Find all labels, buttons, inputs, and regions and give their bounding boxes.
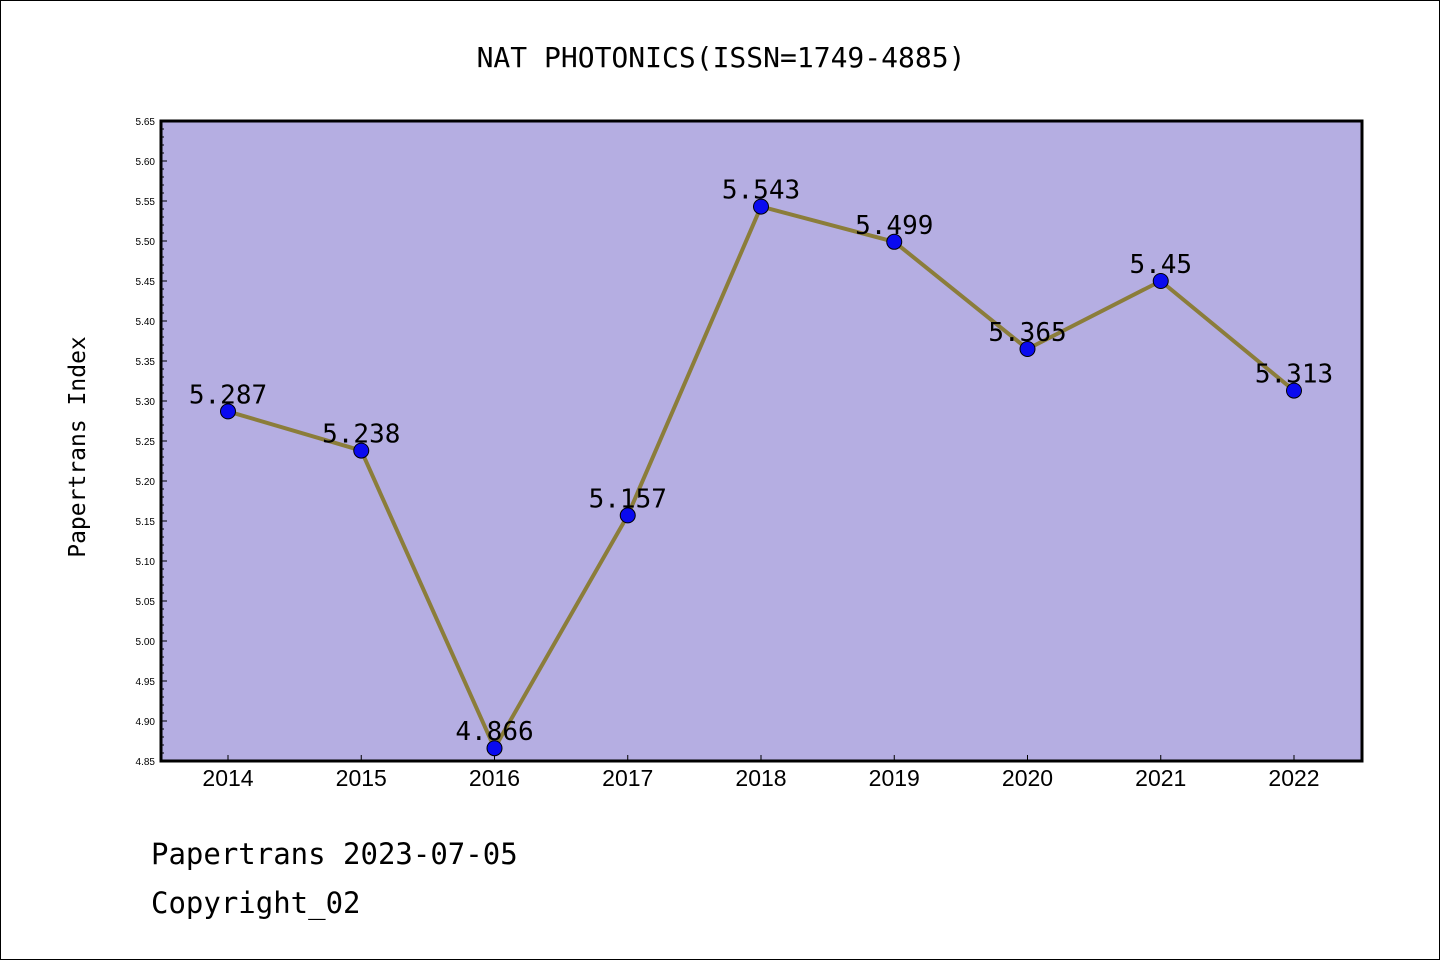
y-tick-label: 5.15 [136,517,156,528]
data-point-marker [753,198,769,215]
y-tick-label: 4.85 [136,757,156,768]
y-tick-label: 5.40 [136,317,156,328]
chart-title: NAT PHOTONICS(ISSN=1749-4885) [477,41,966,74]
data-point-marker [353,442,370,459]
x-tick-label: 2022 [1268,765,1319,791]
data-point-marker [486,740,503,757]
x-tick-label: 2015 [336,765,387,791]
y-axis-label: Papertrans Index [65,336,91,558]
y-tick-label: 5.30 [136,397,156,408]
data-label: 5.238 [322,420,400,450]
plot-border [159,119,1364,763]
x-tick-label: 2014 [202,765,253,791]
y-tick-label: 5.20 [136,477,156,488]
footer-copyright: Copyright_02 [151,886,361,920]
y-tick-label: 5.60 [136,157,156,168]
data-label: 4.866 [455,717,533,747]
x-tick-label: 2016 [469,765,520,791]
data-point-marker [886,233,903,250]
data-label: 5.313 [1255,360,1333,390]
y-tick-label: 4.90 [136,717,156,728]
data-point-marker [1286,382,1302,399]
data-label: 5.287 [189,380,267,410]
data-label: 5.543 [722,176,800,206]
x-tick-label: 2021 [1135,765,1186,791]
y-tick-label: 5.65 [136,117,156,128]
plot-area [161,121,1362,761]
data-label: 5.365 [988,318,1066,348]
data-point-marker [220,403,236,420]
y-tick-label: 5.45 [136,277,156,288]
x-tick-label: 2019 [869,765,920,791]
data-markers [220,198,1302,757]
data-point-marker [619,507,636,524]
y-tick-label: 5.25 [136,437,156,448]
data-label: 5.499 [855,211,933,241]
y-tick-label: 5.00 [136,637,156,648]
x-tick-label: 2018 [735,765,786,791]
data-label: 5.157 [589,484,667,514]
footer-date: Papertrans 2023-07-05 [151,837,518,871]
y-tick-label: 5.35 [136,357,156,368]
data-point-marker [1152,273,1169,289]
x-axis-ticks: 2014 2015 2016 2017 2018 2019 2020 2021 2022 [202,755,1320,791]
y-tick-label: 5.10 [136,557,156,568]
y-tick-label: 5.50 [136,237,156,248]
x-tick-label: 2020 [1002,765,1053,791]
data-point-marker [1019,341,1036,357]
y-tick-label: 4.95 [136,677,156,688]
data-label: 5.45 [1129,250,1192,280]
data-labels: 5.287 5.238 4.866 5.157 5.543 5.499 5.365 5.45 5… [189,176,1333,748]
y-tick-label: 5.55 [136,197,156,208]
y-tick-label: 5.05 [136,597,156,608]
x-tick-label: 2017 [602,765,653,791]
